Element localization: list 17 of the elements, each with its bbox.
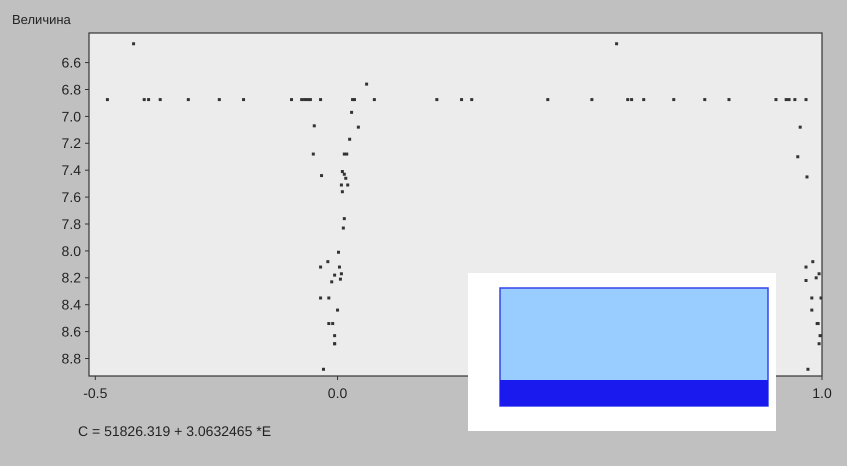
y-tick-label: 8.6 <box>62 324 82 340</box>
x-tick-label: 0.0 <box>328 385 348 401</box>
y-tick-label: 7.6 <box>62 189 82 205</box>
x-tick-label: 1.0 <box>812 385 832 401</box>
y-tick-label: 7.0 <box>62 108 82 124</box>
y-tick-label: 8.8 <box>62 350 82 366</box>
y-tick-label: 8.4 <box>62 296 82 313</box>
x-tick-label: -0.5 <box>83 385 108 401</box>
text: C = 51826.319 + 3.0632465 *E <box>78 423 272 439</box>
y-tick-label: 6.6 <box>62 54 82 70</box>
y-tick-label: 7.4 <box>62 162 82 178</box>
y-tick-label: 6.8 <box>62 81 82 98</box>
y-tick-label: 7.2 <box>62 135 82 152</box>
y-tick-label: 7.8 <box>62 216 82 232</box>
y-tick-label: 8.2 <box>62 270 82 286</box>
y-tick-label: 8.0 <box>62 242 82 259</box>
y-axis-title: Величина <box>12 12 72 27</box>
